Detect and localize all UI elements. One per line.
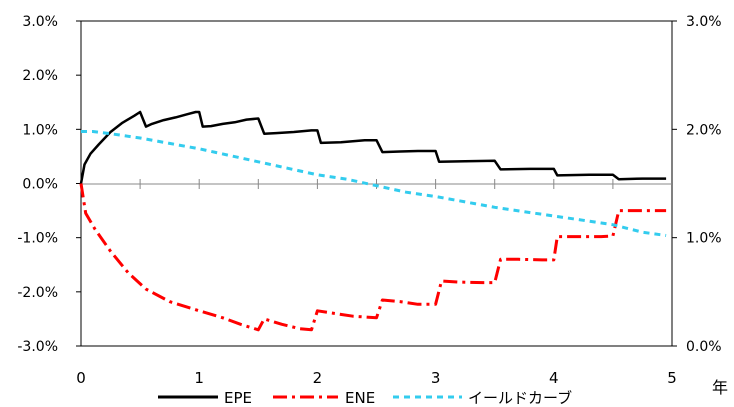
left-tick-label: 0.0% (22, 177, 58, 193)
x-tick-label: 4 (549, 369, 559, 387)
right-tick-label: 2.0% (686, 122, 722, 138)
x-tick-label: 2 (313, 369, 323, 387)
series-line-1 (79, 183, 667, 332)
x-tick-label: 1 (194, 369, 204, 387)
plot-area (80, 20, 673, 347)
right-tick-label: 0.0% (686, 339, 722, 355)
left-tick-label: 3.0% (22, 14, 58, 30)
legend: EPE ENE イールドカーブ (158, 389, 572, 407)
x-tick-label: 5 (667, 369, 677, 387)
left-tick-label: -1.0% (17, 231, 58, 247)
x-unit-label: 年 (712, 378, 728, 397)
right-tick-label: 1.0% (686, 231, 722, 247)
x-tick-label: 3 (431, 369, 441, 387)
legend-label: イールドカーブ (468, 389, 572, 407)
axes-layer: 3.0% 2.0% 1.0% 0.0% -1.0% -2.0% -3.0% 3.0% 2.0% 1… (17, 14, 728, 397)
left-tick-label: -2.0% (17, 285, 58, 301)
series-layer (79, 110, 667, 332)
right-tick-label: 3.0% (686, 14, 722, 30)
left-tick-label: -3.0% (17, 339, 58, 355)
left-tick-label: 2.0% (22, 68, 58, 84)
legend-label: ENE (345, 389, 375, 407)
x-tick-label: 0 (76, 369, 86, 387)
legend-label: EPE (224, 389, 252, 407)
left-tick-label: 1.0% (22, 122, 58, 138)
series-line-2 (81, 130, 667, 237)
series-line-0 (79, 110, 667, 184)
